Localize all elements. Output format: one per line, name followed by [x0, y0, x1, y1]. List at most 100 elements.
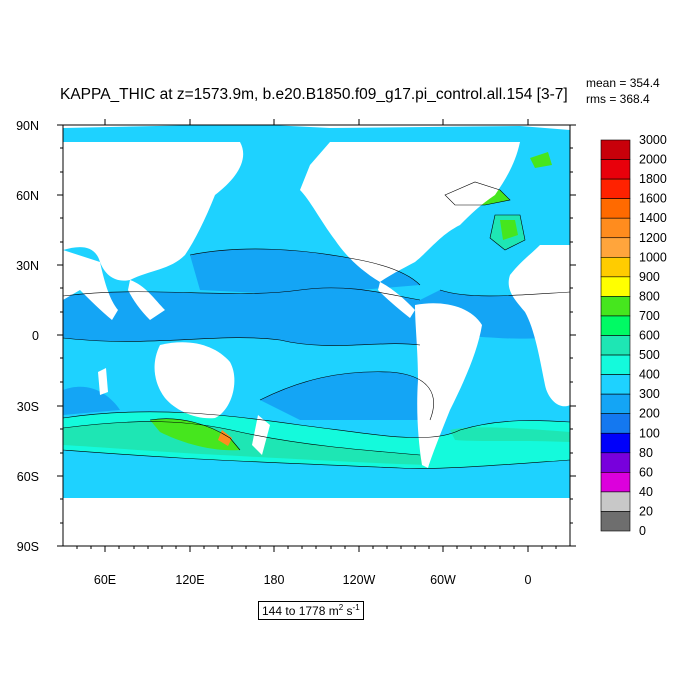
lon-label-60e: 60E [94, 573, 116, 587]
colorbar-label: 1200 [639, 231, 667, 245]
lon-tick-120w: 120W [343, 119, 376, 587]
colorbar-box [600, 374, 631, 395]
colorbar-label: 80 [639, 446, 653, 460]
map-plot [63, 125, 570, 546]
colorbar-box [600, 315, 631, 336]
land-arabia-india [63, 250, 118, 320]
lat-label-60s: 60S [17, 470, 39, 484]
barents-high [530, 152, 552, 168]
colorbar-label: 1000 [639, 250, 667, 264]
band-300-north-pacific [190, 248, 420, 295]
lon-tick-120e: 120E [175, 119, 205, 587]
range-unit-s: s [343, 604, 353, 618]
colorbar-box [600, 256, 631, 278]
map-title: KAPPA_THIC at z=1573.9m, b.e20.B1850.f09… [60, 86, 568, 103]
colorbar-label: 3000 [639, 133, 667, 147]
range-label: 144 to 1778 m2 s-1 [258, 601, 364, 620]
lat-tick-90n: 90N [16, 119, 576, 133]
lat-tick-60s: 60S [17, 470, 576, 484]
colorbar-box [600, 432, 631, 454]
colorbar-label: 20 [639, 504, 653, 518]
colorbar-label: 1600 [639, 192, 667, 206]
band-300-south-pacific [260, 371, 434, 420]
lon-axis: 60E 120E 180 120W 60W 0 [76, 119, 557, 587]
lon-tick-180: 180 [264, 119, 285, 587]
lon-label-120e: 120E [175, 573, 204, 587]
lon-minor-ticks [76, 546, 557, 549]
colorbar-box [600, 178, 631, 199]
land-new-zealand [252, 415, 270, 455]
band-300-indian [63, 386, 120, 415]
mean-stat: mean = 354.4 [586, 76, 660, 90]
land-africa [508, 245, 570, 407]
colorbar-box [600, 159, 631, 180]
land-south-america [415, 303, 482, 468]
land-central-america [378, 282, 415, 318]
colorbar-box [600, 217, 631, 239]
colorbar-box [600, 296, 631, 317]
range-unit-exp2: -1 [352, 603, 360, 612]
contour-lines [63, 181, 570, 469]
rms-stat: rms = 368.4 [586, 92, 650, 106]
colorbar-box [600, 472, 631, 493]
colorbar-label: 60 [639, 465, 653, 479]
band-700-southern [150, 418, 240, 451]
colorbar-box [600, 198, 631, 219]
colorbar-label: 200 [639, 407, 660, 421]
lon-label-0: 0 [525, 573, 532, 587]
band-600-southern [63, 421, 430, 465]
colorbar-box [600, 354, 631, 375]
lon-tick-60e: 60E [94, 119, 116, 587]
land-madagascar [98, 368, 108, 395]
colorbar-box [600, 511, 631, 532]
colorbar-box [600, 413, 631, 434]
range-unit-exp1: 2 [338, 603, 344, 612]
colorbar-box [600, 491, 631, 512]
lat-label-30n: 30N [16, 259, 39, 273]
colorbar-box [600, 393, 631, 414]
lat-label-30s: 30S [17, 400, 39, 414]
lat-label-90n: 90N [16, 119, 39, 133]
lon-tick-0: 0 [525, 119, 532, 587]
colorbar-box [600, 335, 631, 356]
colorbar-label: 400 [639, 368, 660, 382]
arctic-ocean [63, 125, 570, 142]
lat-label-eq: 0 [32, 329, 39, 343]
land-antarctica [63, 498, 570, 546]
colorbar-label: 0 [639, 524, 646, 538]
southern-ocean-edge [63, 470, 570, 498]
lat-tick-60n: 60N [16, 189, 576, 203]
lat-tick-90s: 90S [17, 540, 576, 554]
colorbar-label: 100 [639, 426, 660, 440]
colorbar-label: 800 [639, 289, 660, 303]
land-eurasia-west [63, 142, 244, 281]
land-maritime-se-asia [128, 280, 165, 320]
lon-label-180: 180 [264, 573, 285, 587]
lat-label-90s: 90S [17, 540, 39, 554]
colorbar-label: 900 [639, 270, 660, 284]
colorbar-box [600, 452, 631, 473]
colorbar-label: 1400 [639, 211, 667, 225]
colorbar-label: 600 [639, 329, 660, 343]
north-atlantic-700 [500, 220, 518, 240]
lat-tick-eq: 0 [32, 329, 576, 343]
colorbar-label: 500 [639, 348, 660, 362]
colorbar-box [600, 237, 631, 258]
colorbar-box [600, 139, 631, 160]
lon-label-60w: 60W [430, 573, 456, 587]
band-high-patch [218, 430, 232, 446]
land-greenland [440, 142, 520, 185]
lat-minor-ticks [60, 147, 573, 524]
colorbar-box [600, 276, 631, 297]
colorbar-label: 40 [639, 485, 653, 499]
colorbar-label: 700 [639, 309, 660, 323]
colorbar-label: 2000 [639, 153, 667, 167]
lat-axis: 90N 60N 30N 0 30S 60S 90S [16, 119, 576, 554]
lat-tick-30s: 30S [17, 400, 576, 414]
colorbar-label: 1800 [639, 172, 667, 186]
band-700-south-atlantic [450, 427, 570, 442]
lon-label-120w: 120W [343, 573, 376, 587]
land-australia [154, 342, 235, 419]
lat-tick-30n: 30N [16, 259, 576, 273]
